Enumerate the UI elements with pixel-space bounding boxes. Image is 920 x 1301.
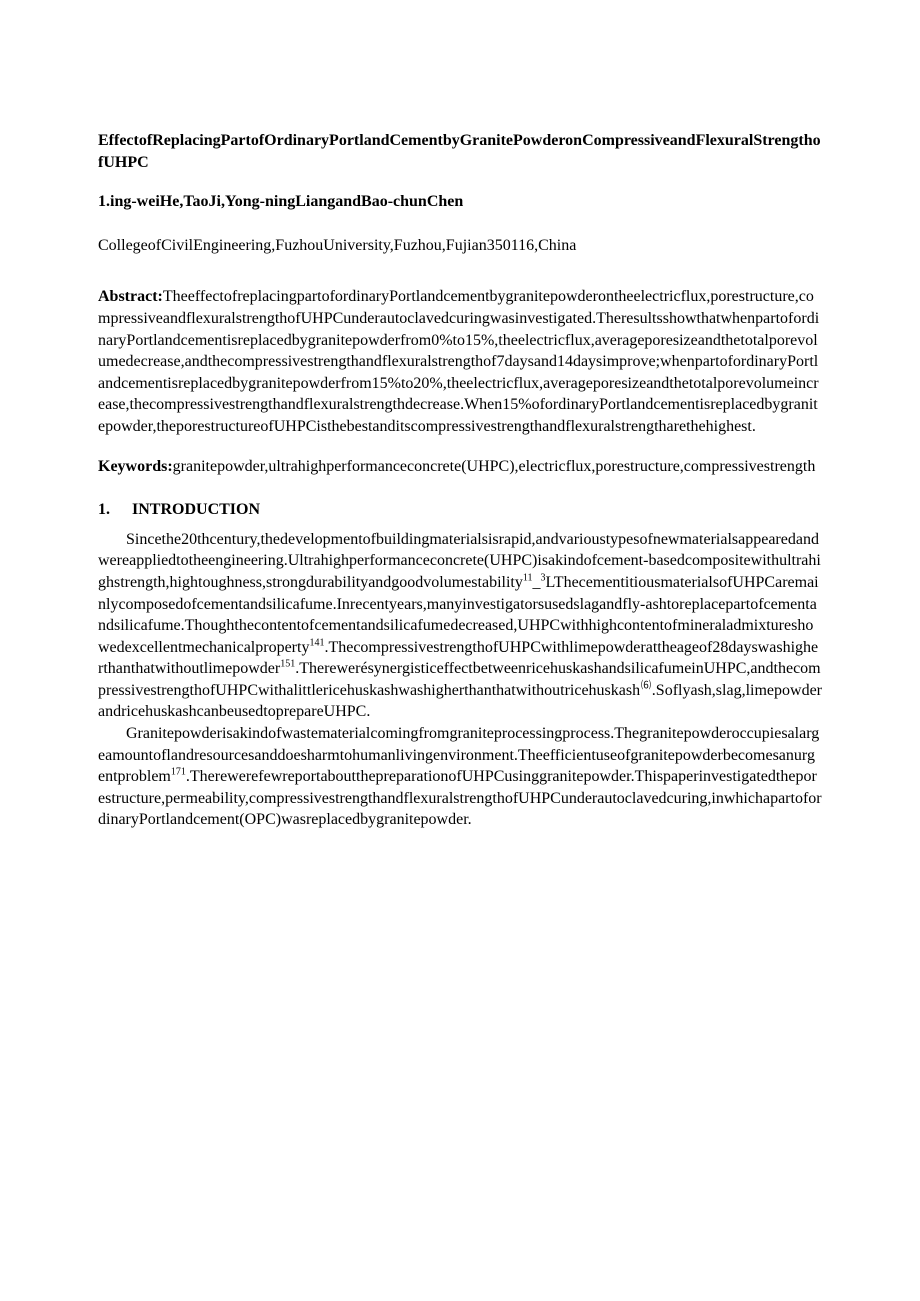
section-heading: 1.INTRODUCTION	[98, 499, 822, 521]
abstract-label: Abstract:	[98, 288, 163, 305]
keywords-block: Keywords:granitepowder,ultrahighperforma…	[98, 456, 822, 478]
affiliation-line: CollegeofCivilEngineering,FuzhouUniversi…	[98, 235, 822, 257]
abstract-text: TheeffectofreplacingpartofordinaryPortla…	[98, 288, 819, 435]
abstract-block: Abstract:Theeffectofreplacingpartofordin…	[98, 286, 822, 437]
intro-paragraph-1: Sincethe20thcentury,thedevelopmentofbuil…	[98, 529, 822, 723]
authors-line: 1.ing-weiHe,TaoJi,Yong-ningLiangandBao-c…	[98, 191, 822, 213]
paper-title: EffectofReplacingPartofOrdinaryPortlandC…	[98, 130, 822, 173]
section-number: 1.	[98, 499, 132, 521]
section-title: INTRODUCTION	[132, 501, 260, 518]
superscript-ref: 11	[523, 573, 533, 584]
keywords-text: granitepowder,ultrahighperformanceconcre…	[173, 458, 816, 475]
superscript-ref: 141	[309, 637, 324, 648]
superscript-ref: ⑹	[640, 681, 652, 692]
para1-part-b: _	[533, 574, 541, 591]
superscript-ref: 151	[280, 659, 295, 670]
superscript-ref: 171	[171, 767, 186, 778]
para2-part-b: .Therewerefewreportaboutthepreparationof…	[98, 768, 822, 828]
keywords-label: Keywords:	[98, 458, 173, 475]
intro-paragraph-2: Granitepowderisakindofwastematerialcomin…	[98, 723, 822, 831]
